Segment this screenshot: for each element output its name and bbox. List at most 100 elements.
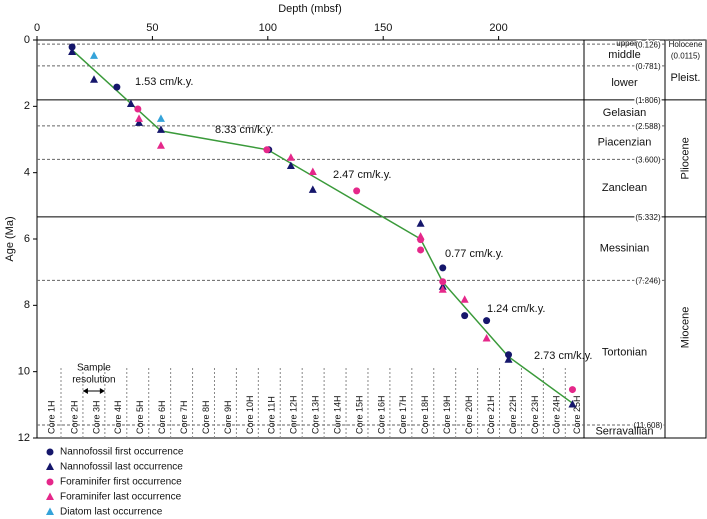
marker	[135, 118, 144, 126]
core-label: Core 5H	[135, 400, 145, 434]
core-label: Core 11H	[267, 396, 277, 434]
boundary-label: (5.332)	[635, 213, 661, 222]
core-label: Core 13H	[311, 395, 321, 434]
stage-label: Messinian	[600, 242, 650, 254]
stage-label: Serravallian	[595, 425, 653, 437]
marker	[286, 153, 295, 161]
x-axis-title: Depth (mbsf)	[278, 3, 342, 15]
core-label: Core 12H	[289, 395, 299, 434]
boundary-label: (2.588)	[635, 122, 661, 131]
core-label: Core 6H	[157, 400, 167, 434]
boundary-label: (7.246)	[635, 276, 661, 285]
marker	[460, 295, 469, 303]
core-label: Core 9H	[223, 400, 233, 434]
epoch-label: Holocene	[669, 40, 703, 49]
y-tick-label: 10	[18, 366, 30, 378]
y-tick-label: 2	[24, 100, 30, 112]
core-label: Core 23H	[530, 395, 540, 434]
x-tick-label: 150	[374, 22, 392, 34]
legend-marker	[46, 507, 54, 515]
marker	[156, 125, 165, 133]
y-tick-label: 4	[24, 167, 30, 179]
marker	[416, 219, 425, 227]
stage-label: upper	[616, 39, 637, 48]
marker	[568, 400, 577, 408]
marker	[126, 99, 135, 108]
legend-marker	[46, 462, 54, 470]
marker	[308, 185, 317, 193]
stage-label: lower	[611, 77, 638, 89]
marker	[504, 355, 513, 363]
epoch-label: Pleist.	[671, 72, 701, 84]
marker	[68, 43, 76, 51]
annotation: Sample	[77, 363, 111, 374]
marker	[134, 105, 142, 113]
rate-label: 2.73 cm/k.y.	[534, 350, 592, 362]
boundary-label: (1.806)	[635, 96, 661, 105]
stage-label: Tortonian	[602, 347, 647, 359]
marker	[438, 285, 447, 293]
core-label: Core 25H	[572, 395, 582, 434]
legend-label: Nannofossil first occurrence	[60, 447, 184, 458]
core-label: Core 17H	[398, 395, 408, 434]
boundary-label: (3.600)	[635, 156, 661, 165]
y-tick-label: 6	[24, 233, 30, 245]
legend-marker	[46, 492, 54, 500]
rate-label: 0.77 cm/k.y.	[445, 248, 503, 260]
core-label: Core 7H	[179, 400, 189, 434]
marker	[68, 47, 77, 55]
rate-label: 1.53 cm/k.y.	[135, 76, 193, 88]
epoch-label: Pliocene	[679, 137, 691, 179]
marker	[353, 187, 361, 195]
core-label: Core 2H	[69, 400, 79, 434]
x-tick-label: 100	[259, 22, 277, 34]
boundary-label: (0.781)	[635, 62, 661, 71]
annotation: resolution	[72, 375, 115, 386]
core-label: Core 20H	[464, 395, 474, 434]
marker	[417, 246, 425, 254]
core-label: Core 4H	[113, 400, 123, 434]
legend-label: Foraminifer first occurrence	[60, 477, 182, 488]
y-axis-title: Age (Ma)	[4, 216, 16, 261]
marker	[156, 141, 165, 149]
rate-label: 2.47 cm/k.y.	[333, 169, 391, 181]
marker	[416, 232, 425, 240]
stage-label: Gelasian	[603, 107, 646, 119]
core-label: Core 3H	[91, 400, 101, 434]
marker	[439, 264, 447, 272]
core-label: Core 24H	[552, 395, 562, 434]
core-label: Core 21H	[486, 395, 496, 434]
stage-label: Piacenzian	[598, 137, 652, 149]
legend-label: Foraminifer last occurrence	[60, 492, 182, 503]
x-tick-label: 200	[489, 22, 507, 34]
marker	[461, 312, 469, 320]
y-tick-label: 0	[24, 34, 30, 46]
core-label: Core 1H	[46, 400, 56, 434]
core-label: Core 14H	[332, 395, 342, 434]
core-label: Core 19H	[442, 395, 452, 434]
marker	[90, 51, 99, 59]
marker	[439, 278, 447, 286]
legend-label: Nannofossil last occurrence	[60, 462, 183, 473]
marker	[90, 75, 99, 83]
marker	[286, 161, 295, 170]
core-label: Core 8H	[201, 400, 211, 434]
epoch-boundary-label: (0.0115)	[671, 51, 701, 60]
boundary-label: (11.608)	[633, 421, 663, 430]
marker	[483, 317, 491, 325]
boundary-label: (0.126)	[635, 40, 661, 49]
legend-marker	[46, 448, 54, 456]
marker	[505, 351, 513, 359]
age-model-line	[71, 49, 573, 404]
x-tick-label: 50	[146, 22, 158, 34]
rate-label: 8.33 cm/k.y.	[215, 124, 273, 136]
stage-label: middle	[608, 49, 640, 61]
marker	[113, 83, 121, 91]
core-label: Core 15H	[354, 395, 364, 434]
marker	[482, 334, 491, 342]
marker	[156, 114, 165, 122]
core-label: Core 16H	[376, 395, 386, 434]
rate-label: 1.24 cm/k.y.	[487, 303, 545, 315]
y-tick-label: 8	[24, 299, 30, 311]
